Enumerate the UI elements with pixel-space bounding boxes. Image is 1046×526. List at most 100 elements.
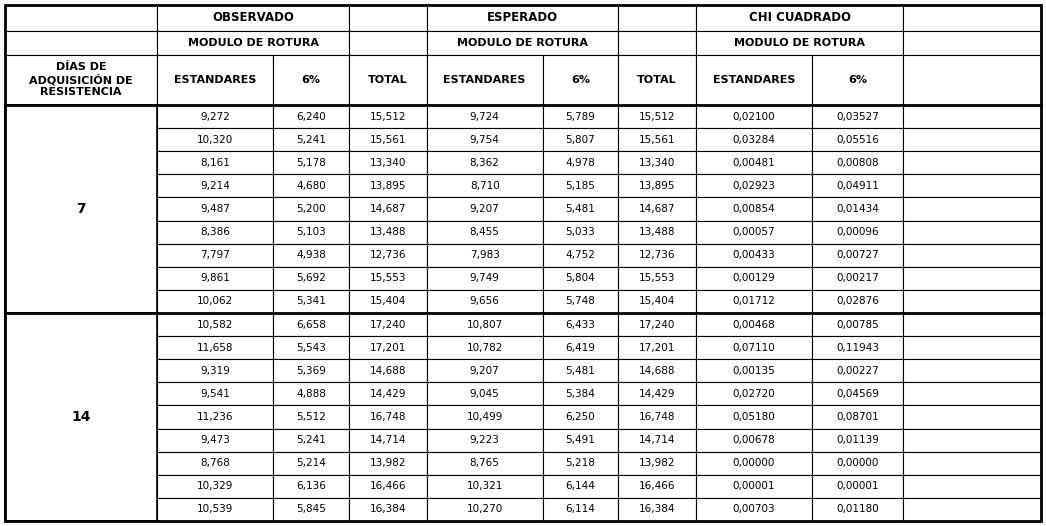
Bar [696, 151, 812, 174]
Text: 4,752: 4,752 [566, 250, 595, 260]
Bar [349, 55, 427, 105]
Bar [427, 55, 543, 105]
Bar [543, 267, 618, 290]
Bar [903, 220, 1041, 244]
Bar [157, 151, 273, 174]
Text: TOTAL: TOTAL [368, 75, 408, 85]
Bar [157, 31, 349, 55]
Text: 16,748: 16,748 [639, 412, 676, 422]
Text: 13,340: 13,340 [369, 158, 406, 168]
Bar [273, 406, 349, 429]
Text: 0,00096: 0,00096 [837, 227, 879, 237]
Bar [696, 290, 812, 313]
Text: 5,200: 5,200 [296, 204, 326, 214]
Bar [903, 244, 1041, 267]
Bar [696, 452, 812, 475]
Bar [618, 429, 696, 452]
Text: 10,321: 10,321 [467, 481, 503, 491]
Text: 16,384: 16,384 [369, 504, 406, 514]
Bar [812, 290, 903, 313]
Text: 0,01139: 0,01139 [836, 435, 879, 445]
Bar [157, 267, 273, 290]
Text: 5,491: 5,491 [566, 435, 595, 445]
Text: 14,429: 14,429 [639, 389, 676, 399]
Text: 0,00785: 0,00785 [836, 320, 879, 330]
Text: 6,658: 6,658 [296, 320, 326, 330]
Text: 14,714: 14,714 [639, 435, 676, 445]
Text: 9,045: 9,045 [470, 389, 500, 399]
Bar [618, 174, 696, 197]
Text: 5,512: 5,512 [296, 412, 326, 422]
Text: 15,553: 15,553 [369, 274, 406, 284]
Bar [5, 313, 157, 521]
Bar [427, 244, 543, 267]
Bar [5, 31, 157, 55]
Bar [903, 498, 1041, 521]
Bar [696, 5, 903, 31]
Bar [812, 55, 903, 105]
Bar [812, 174, 903, 197]
Bar [427, 290, 543, 313]
Text: 9,214: 9,214 [201, 181, 230, 191]
Text: 0,00001: 0,00001 [733, 481, 775, 491]
Bar [273, 475, 349, 498]
Bar [427, 475, 543, 498]
Bar [427, 220, 543, 244]
Text: 6,136: 6,136 [296, 481, 326, 491]
Text: 14,429: 14,429 [369, 389, 406, 399]
Text: 6%: 6% [571, 75, 590, 85]
Bar [543, 174, 618, 197]
Bar [903, 267, 1041, 290]
Text: MODULO DE ROTURA: MODULO DE ROTURA [187, 38, 319, 48]
Bar [157, 105, 273, 128]
Text: 0,01712: 0,01712 [732, 297, 775, 307]
Bar [812, 475, 903, 498]
Bar [696, 359, 812, 382]
Text: 6,114: 6,114 [566, 504, 595, 514]
Bar [349, 5, 427, 31]
Text: 5,481: 5,481 [566, 204, 595, 214]
Bar [157, 475, 273, 498]
Text: 0,03527: 0,03527 [836, 112, 879, 122]
Bar [618, 31, 696, 55]
Bar [543, 151, 618, 174]
Bar [618, 452, 696, 475]
Bar [696, 31, 903, 55]
Bar [618, 128, 696, 151]
Bar [427, 498, 543, 521]
Bar [618, 220, 696, 244]
Bar [543, 475, 618, 498]
Bar [543, 406, 618, 429]
Text: 17,240: 17,240 [639, 320, 676, 330]
Text: 0,07110: 0,07110 [732, 342, 775, 352]
Bar [812, 429, 903, 452]
Bar [696, 128, 812, 151]
Bar [157, 5, 349, 31]
Bar [273, 174, 349, 197]
Bar [696, 336, 812, 359]
Text: 13,488: 13,488 [639, 227, 676, 237]
Bar [157, 359, 273, 382]
Bar [273, 290, 349, 313]
Text: 12,736: 12,736 [369, 250, 406, 260]
Text: 5,804: 5,804 [566, 274, 595, 284]
Bar [273, 128, 349, 151]
Text: 17,201: 17,201 [369, 342, 406, 352]
Bar [696, 429, 812, 452]
Text: 5,748: 5,748 [566, 297, 595, 307]
Bar [349, 128, 427, 151]
Bar [543, 105, 618, 128]
Text: 11,236: 11,236 [197, 412, 233, 422]
Text: ESPERADO: ESPERADO [487, 12, 559, 25]
Bar [543, 382, 618, 406]
Bar [618, 406, 696, 429]
Bar [543, 452, 618, 475]
Bar [427, 406, 543, 429]
Text: 6%: 6% [848, 75, 867, 85]
Text: 10,539: 10,539 [197, 504, 233, 514]
Bar [157, 244, 273, 267]
Text: 10,062: 10,062 [198, 297, 233, 307]
Bar [903, 31, 1041, 55]
Bar [812, 151, 903, 174]
Bar [543, 498, 618, 521]
